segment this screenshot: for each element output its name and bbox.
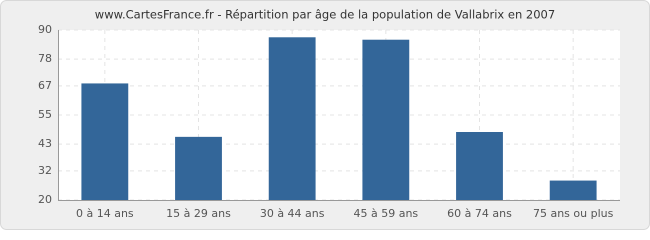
chart: www.CartesFrance.fr - Répartition par âg… xyxy=(0,0,650,230)
page: www.CartesFrance.fr - Répartition par âg… xyxy=(0,0,650,230)
x-tick-label: 15 à 29 ans xyxy=(166,207,231,220)
bar xyxy=(175,136,222,200)
y-tick-label: 43 xyxy=(38,137,52,150)
bar xyxy=(81,83,129,200)
y-tick-label: 20 xyxy=(38,193,52,206)
bar xyxy=(362,39,410,200)
y-tick-label: 32 xyxy=(38,164,52,177)
x-tick-label: 0 à 14 ans xyxy=(76,207,134,220)
x-tick-label: 45 à 59 ans xyxy=(353,207,418,220)
chart-title: www.CartesFrance.fr - Répartition par âg… xyxy=(95,8,555,22)
bar xyxy=(456,132,503,200)
bar xyxy=(549,180,597,200)
x-tick-label: 60 à 74 ans xyxy=(447,207,512,220)
y-tick-label: 67 xyxy=(38,79,52,92)
y-tick-label: 78 xyxy=(38,52,52,65)
y-tick-label: 90 xyxy=(38,23,52,36)
y-tick-label: 55 xyxy=(38,108,52,121)
bar xyxy=(268,37,316,201)
x-tick-label: 30 à 44 ans xyxy=(260,207,325,220)
x-tick-label: 75 ans ou plus xyxy=(533,207,614,220)
